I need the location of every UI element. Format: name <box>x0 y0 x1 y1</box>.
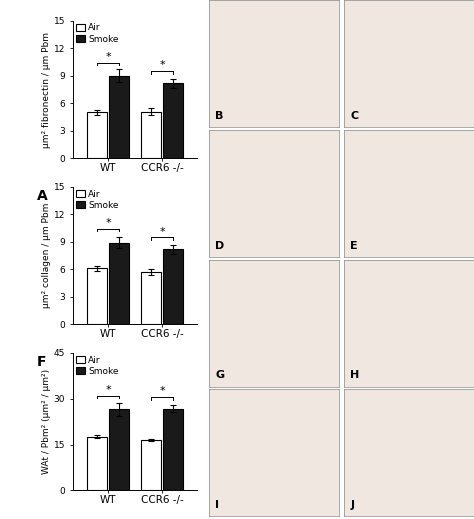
Bar <box>164 249 183 324</box>
Bar <box>141 440 161 490</box>
Bar <box>109 243 129 324</box>
Text: H: H <box>350 370 359 380</box>
Text: *: * <box>105 52 111 62</box>
Text: *: * <box>159 387 165 397</box>
Text: *: * <box>159 226 165 237</box>
Text: J: J <box>350 500 354 510</box>
Y-axis label: WAt / Pbm² (μm² / μm²): WAt / Pbm² (μm² / μm²) <box>42 369 51 474</box>
Text: *: * <box>159 60 165 71</box>
Bar <box>87 113 107 158</box>
Bar <box>109 409 129 490</box>
Bar <box>87 437 107 490</box>
Bar <box>141 272 161 324</box>
Text: D: D <box>215 240 224 251</box>
Bar <box>141 112 161 158</box>
Text: B: B <box>215 111 223 121</box>
Text: G: G <box>215 370 224 380</box>
Text: *: * <box>105 218 111 228</box>
Text: F: F <box>36 354 46 368</box>
Legend: Air, Smoke: Air, Smoke <box>75 188 120 211</box>
Legend: Air, Smoke: Air, Smoke <box>75 354 120 377</box>
Text: E: E <box>350 240 358 251</box>
Y-axis label: μm² fibronectin / μm Pbm: μm² fibronectin / μm Pbm <box>42 32 51 147</box>
Legend: Air, Smoke: Air, Smoke <box>75 22 120 45</box>
Text: C: C <box>350 111 358 121</box>
Text: I: I <box>215 500 219 510</box>
Bar <box>164 83 183 158</box>
Y-axis label: μm² collagen / μm Pbm: μm² collagen / μm Pbm <box>42 203 51 308</box>
Bar <box>87 268 107 324</box>
Bar <box>109 76 129 158</box>
Bar <box>164 408 183 490</box>
Text: A: A <box>36 188 47 202</box>
Text: *: * <box>105 385 111 395</box>
